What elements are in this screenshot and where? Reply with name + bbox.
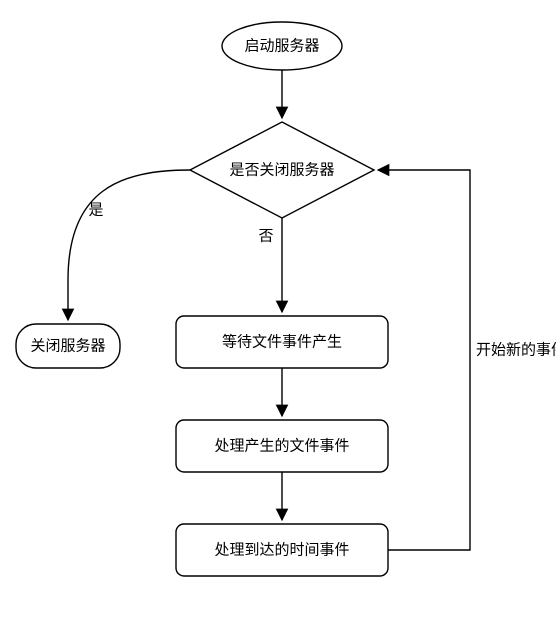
edge-e6: 开始新的事件循环 (378, 170, 556, 550)
node-label: 处理到达的时间事件 (214, 542, 349, 559)
node-procTime: 处理到达的时间事件 (176, 524, 388, 576)
node-procFile: 处理产生的文件事件 (176, 420, 388, 472)
edge-label: 是 (88, 202, 103, 219)
node-close: 关闭服务器 (16, 324, 120, 368)
node-decision: 是否关闭服务器 (190, 122, 374, 218)
node-wait: 等待文件事件产生 (176, 316, 388, 368)
node-label: 关闭服务器 (30, 338, 105, 355)
node-start: 启动服务器 (222, 22, 342, 70)
edge-e3: 是 (68, 170, 190, 320)
edge-label: 否 (258, 228, 273, 245)
nodes-group: 启动服务器是否关闭服务器关闭服务器 等待文件事件产生处理产生的文件事件处理到达的时… (16, 22, 388, 576)
flowchart-canvas: 否 是开始新的事件循环 启动服务器是否关闭服务器关闭服务器 等待文件事件产生处理产生的… (0, 0, 556, 630)
node-label: 等待文件事件产生 (222, 333, 342, 351)
node-label: 处理产生的文件事件 (214, 438, 349, 455)
edge-label: 开始新的事件循环 (476, 342, 556, 359)
node-label: 启动服务器 (244, 38, 319, 55)
node-label: 是否关闭服务器 (229, 162, 334, 179)
edge-e2: 否 (258, 218, 282, 312)
